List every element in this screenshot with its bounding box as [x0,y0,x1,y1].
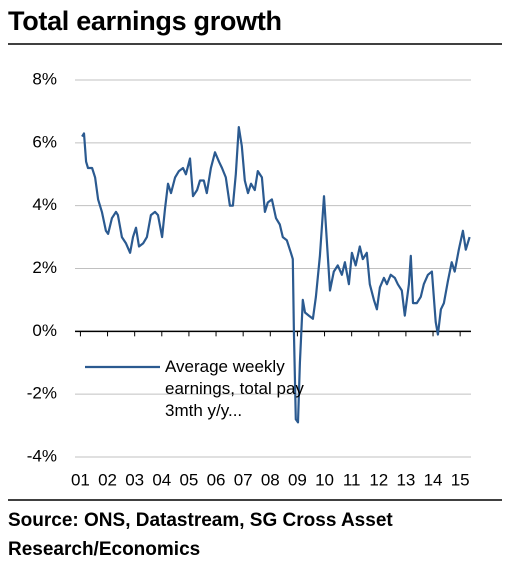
x-tick-label: 04 [152,470,171,489]
y-tick-label: 8% [32,69,57,88]
y-tick-label: 6% [32,132,57,151]
x-tick-label: 10 [315,470,334,489]
legend-label: Average weekly earnings, total pay 3mth … [165,357,304,420]
x-tick-label: 12 [369,470,388,489]
x-tick-label: 07 [234,470,253,489]
x-tick-label: 15 [451,470,470,489]
x-tick-label: 09 [288,470,307,489]
x-tick-label: 11 [343,470,361,489]
y-tick-label: 2% [32,258,57,277]
chart-title: Total earnings growth [8,6,282,36]
y-tick-label: 0% [32,321,57,340]
x-tick-label: 08 [261,470,280,489]
x-tick-label: 03 [125,470,144,489]
x-tick-label: 14 [424,470,443,489]
data-line [81,126,471,424]
y-tick-label: 4% [32,195,57,214]
y-tick-label: -2% [27,384,57,403]
x-tick-label: 01 [71,470,90,489]
y-tick-label: -4% [27,446,57,465]
x-tick-label: 06 [207,470,226,489]
x-tick-label: 02 [98,470,117,489]
x-tick-label: 13 [396,470,415,489]
x-tick-label: 05 [179,470,198,489]
source-note: Source: ONS, Datastream, SG Cross Asset … [8,510,393,560]
